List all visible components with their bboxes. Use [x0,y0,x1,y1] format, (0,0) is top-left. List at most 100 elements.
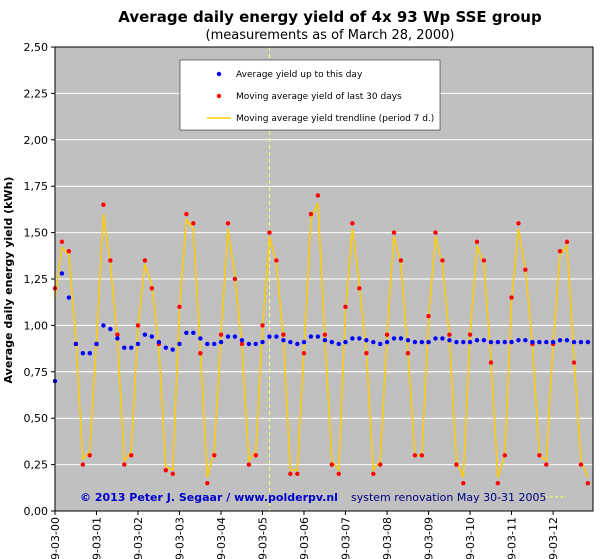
data-point [94,341,99,347]
data-point [115,336,120,341]
data-point [142,332,148,337]
data-point [474,338,480,343]
x-tick-label: 29-03-00 [49,517,62,559]
data-point [267,334,272,339]
data-point [281,338,286,343]
data-point [253,453,259,458]
chart-subtitle: (measurements as of March 28, 2000) [206,28,455,43]
data-point [357,336,362,341]
data-point [108,258,113,263]
data-point [149,334,155,339]
data-point [135,323,141,328]
data-point [544,462,549,467]
data-point [184,211,189,217]
x-tick-label: 29-03-05 [257,517,270,559]
x-tick-label: 29-03-03 [173,517,186,559]
data-point [343,304,348,310]
data-point [232,276,238,282]
data-point [191,221,196,226]
data-point [578,339,584,345]
legend: Average yield up to this day Moving avera… [207,70,434,124]
data-point [523,338,528,343]
data-point [322,332,328,337]
y-tick-label: 0,50 [24,412,49,425]
data-point [578,462,584,467]
data-point [440,258,445,263]
data-point [301,351,307,356]
data-point [232,334,238,339]
data-point [260,323,265,328]
data-point [122,345,127,350]
data-point [481,258,487,263]
data-point [350,221,355,226]
data-point [461,480,466,486]
data-point [516,338,521,343]
data-point [184,330,189,336]
marks [52,47,591,511]
data-point [571,360,577,365]
legend-label: Moving average yield of last 30 days [236,92,402,102]
data-point [564,239,570,245]
data-point [474,239,480,245]
data-point [163,345,169,350]
data-point [218,332,224,337]
data-point [177,304,182,310]
data-point [523,267,528,272]
data-point [115,332,120,337]
y-tick-label: 1,50 [24,227,49,240]
data-point [87,453,92,458]
data-point [557,338,563,343]
data-point [537,339,542,345]
data-point [426,339,431,345]
y-tick-label: 1,75 [24,180,49,193]
data-point [253,341,259,347]
data-point [142,258,148,263]
data-point [288,339,293,345]
data-point [101,323,106,328]
data-point [156,339,162,345]
legend-swatch [216,93,222,99]
data-point [308,211,314,217]
y-tick-label: 0,25 [24,459,49,472]
data-point [350,336,355,341]
data-point [66,295,72,300]
legend-label: Average yield up to this day [236,70,363,80]
x-tick-label: 29-03-02 [132,517,145,559]
data-point [108,326,113,332]
data-point [295,341,300,347]
data-point [495,339,501,345]
data-point [398,336,404,341]
data-point [461,339,466,345]
data-point [502,453,508,458]
data-point [301,339,307,345]
data-point [246,462,252,467]
data-point [281,332,286,337]
data-point [149,286,155,291]
data-point [391,336,397,341]
data-point [502,339,508,345]
data-point [467,332,473,337]
y-tick-label: 2,50 [24,41,49,54]
data-point [170,471,175,477]
data-point [378,341,383,347]
y-tick-label: 2,25 [24,87,49,100]
data-point [135,341,141,347]
data-point [364,351,369,356]
data-point [384,332,390,337]
data-point [454,339,459,345]
data-point [364,338,369,343]
data-point [295,471,300,477]
x-tick-label: 29-03-12 [547,517,560,559]
data-point [87,351,92,356]
data-point [571,339,577,345]
data-point [405,338,411,343]
data-point [412,453,418,458]
data-point [239,338,245,343]
data-point [391,230,397,235]
data-point [205,480,210,486]
y-axis-label: Average daily energy yield (kWh) [2,177,15,384]
data-point [274,334,279,339]
data-point [530,339,535,345]
data-point [177,341,182,347]
